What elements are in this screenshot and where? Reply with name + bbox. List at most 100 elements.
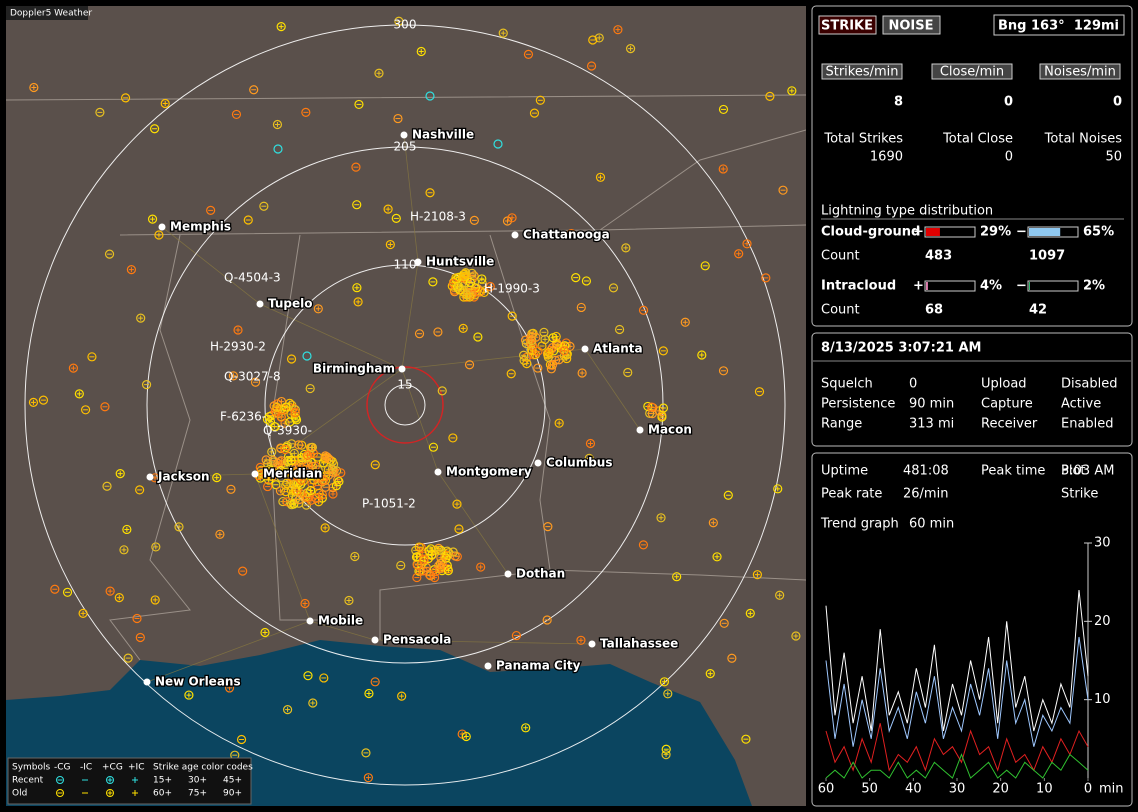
strike-symbol [290,463,301,473]
strike-symbol [428,442,439,452]
strike-sign [623,245,629,251]
total-label: Total Noises [1044,132,1123,147]
range-ring [264,264,546,546]
city-label: Panama City [496,659,581,673]
strike-sign [561,348,567,354]
setting-label: Uptime [821,464,868,479]
strike-symbol [507,311,517,321]
strike-symbol [594,33,604,43]
strike-symbol [228,371,239,381]
strike-sign [176,524,182,530]
strike-symbol [437,386,447,396]
strike-sign [429,552,435,558]
strike-symbol [294,440,304,450]
city-dot [398,365,406,373]
strike-symbol [224,683,235,693]
strike-symbol [255,462,265,472]
city-dot [484,662,492,670]
strike-sign [76,391,82,397]
strike-symbol [414,329,425,339]
rate-label: Close/min [940,65,1004,80]
strike-sign [293,465,299,471]
strike-sign [478,564,484,570]
setting-label: Capture [981,397,1033,412]
strike-symbol [435,563,445,573]
age-label: 45+ [223,776,242,786]
strike-sign [777,592,783,598]
strike-symbol [718,104,729,115]
strike-symbol [523,49,534,59]
strike-sign [568,231,574,237]
city-label: Jackson [157,470,210,484]
strike-sign [661,679,667,685]
strike-sign [674,574,680,580]
strike-symbol [727,653,737,663]
strike-button[interactable] [818,15,877,35]
x-axis-label: min [1099,782,1124,797]
strike-symbol [566,228,577,239]
storm-label: F-6236- [220,410,266,424]
city-dot [371,636,379,644]
strike-button-label: STRIKE [821,19,873,34]
strike-symbol [307,442,318,452]
strike-symbol [270,422,280,432]
strike-sign [754,572,760,578]
strike-symbol [147,214,158,224]
strike-symbol [100,402,110,412]
noise-button[interactable] [882,15,941,35]
city-label: Montgomery [446,465,532,479]
range-ring [384,384,426,426]
count-value: 68 [925,303,943,318]
borders [6,94,806,661]
strike-sign [736,251,742,257]
legend-symbol [56,776,64,784]
setting-value: 481:08 [903,464,949,479]
strike-symbol [548,333,558,343]
strike-symbol [469,215,479,225]
strike-sign [707,671,713,677]
strike-symbol [519,350,529,360]
strike-symbol [226,484,236,494]
strike-symbol [443,565,453,576]
strike-symbol [462,290,472,300]
strike-sign [291,501,297,507]
city-label: Tallahassee [600,637,678,651]
strike-sign [121,547,127,553]
legend-row: Old [12,789,27,799]
datetime: 8/13/2025 3:07:21 AM [821,341,982,356]
strike-sign [156,232,162,238]
strike-symbol [265,416,276,427]
strike-sign [419,550,425,556]
strike-sign [464,292,470,298]
strike-symbol [68,363,78,373]
strike-symbol [123,653,133,663]
strike-symbol [559,346,569,356]
strike-sign [682,319,688,325]
strike-sign [467,294,473,300]
strike-sign [315,306,321,312]
strike-symbol [302,450,313,460]
legend-row: Recent [12,776,44,786]
age-label: 75+ [188,789,207,799]
strike-sign [235,327,241,333]
strike-sign [279,458,285,464]
city-dot [158,223,166,231]
strike-symbol [542,615,552,625]
strike-symbol [511,630,522,641]
city-label: Macon [648,423,692,437]
city-dot [146,473,154,481]
strike-symbol [434,545,444,555]
strike-sign [266,477,272,483]
storm-label: Q-4504-3 [224,271,281,285]
strike-sign [262,629,268,635]
city-dot [581,345,589,353]
total-label: Total Strikes [823,132,903,147]
strike-symbol [236,734,247,745]
strike-symbol [319,673,329,683]
strike-sign [30,399,36,405]
strike-sign [456,284,462,290]
strike-symbol [302,351,312,361]
strike-symbol [680,317,690,327]
percent-track [924,280,976,292]
bearing: Bng 163° [998,19,1065,34]
